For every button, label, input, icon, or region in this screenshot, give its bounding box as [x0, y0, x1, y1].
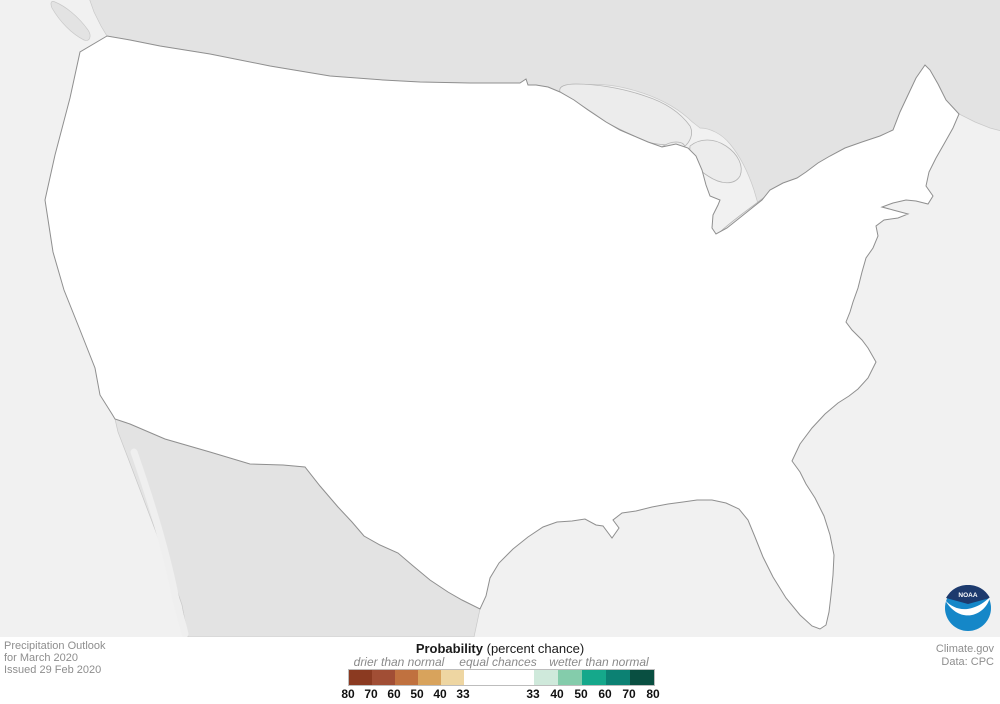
data-source-label: Data: CPC: [941, 656, 994, 668]
legend-tick-wetter-50-2: 50: [574, 687, 588, 701]
legend-tick-drier-50-3: 50: [410, 687, 424, 701]
noaa-logo: NOAA: [945, 585, 991, 631]
issuance-line-3: Issued 29 Feb 2020: [4, 664, 102, 676]
legend-tick-wetter-40-1: 40: [550, 687, 564, 701]
legend-seg-wetter-0: [534, 670, 558, 685]
legend-seg-drier-3: [418, 670, 441, 685]
noaa-logo-top-wedge: [946, 585, 990, 604]
legend-title: Probability (percent chance): [300, 641, 700, 656]
legend-tick-wetter-80-5: 80: [646, 687, 660, 701]
us-precipitation-outlook-map: [0, 0, 1000, 637]
legend-tick-drier-80-0: 80: [341, 687, 355, 701]
legend-seg-drier-4: [441, 670, 464, 685]
legend-seg-drier-0: [349, 670, 372, 685]
credit-block: Climate.gov Data: CPC: [936, 643, 994, 669]
legend-seg-wetter-3: [606, 670, 630, 685]
legend-tick-drier-40-4: 40: [433, 687, 447, 701]
gulf-of-california: [130, 448, 189, 637]
legend-seg-drier-1: [372, 670, 395, 685]
issuance-line-2: for March 2020: [4, 652, 78, 664]
legend-tick-wetter-60-3: 60: [598, 687, 612, 701]
issuance-line-1: Precipitation Outlook: [4, 640, 106, 652]
legend-seg-wetter-4: [630, 670, 654, 685]
legend-seg-equal-chances: [464, 670, 534, 685]
legend-tick-drier-70-1: 70: [364, 687, 378, 701]
issuance-text-block: Precipitation Outlook for March 2020 Iss…: [4, 640, 106, 676]
legend-seg-drier-2: [395, 670, 418, 685]
legend-tick-drier-60-2: 60: [387, 687, 401, 701]
noaa-logo-text: NOAA: [958, 592, 977, 599]
vancouver-island: [50, 1, 91, 41]
legend-category-2: wetter than normal: [549, 655, 649, 669]
legend-tick-wetter-70-4: 70: [622, 687, 636, 701]
legend-color-bar: [348, 669, 655, 686]
legend-tick-wetter-33-0: 33: [526, 687, 540, 701]
legend-seg-wetter-1: [558, 670, 582, 685]
climate-gov-label: Climate.gov: [935, 643, 994, 655]
legend-seg-wetter-2: [582, 670, 606, 685]
noaa-logo-gull-icon: [945, 597, 990, 616]
legend-title-suffix: (percent chance): [483, 641, 585, 656]
legend-category-0: drier than normal: [353, 655, 445, 669]
legend-title-word: Probability: [415, 641, 483, 656]
legend-category-1: equal chances: [459, 655, 537, 669]
legend-tick-drier-33-5: 33: [456, 687, 470, 701]
